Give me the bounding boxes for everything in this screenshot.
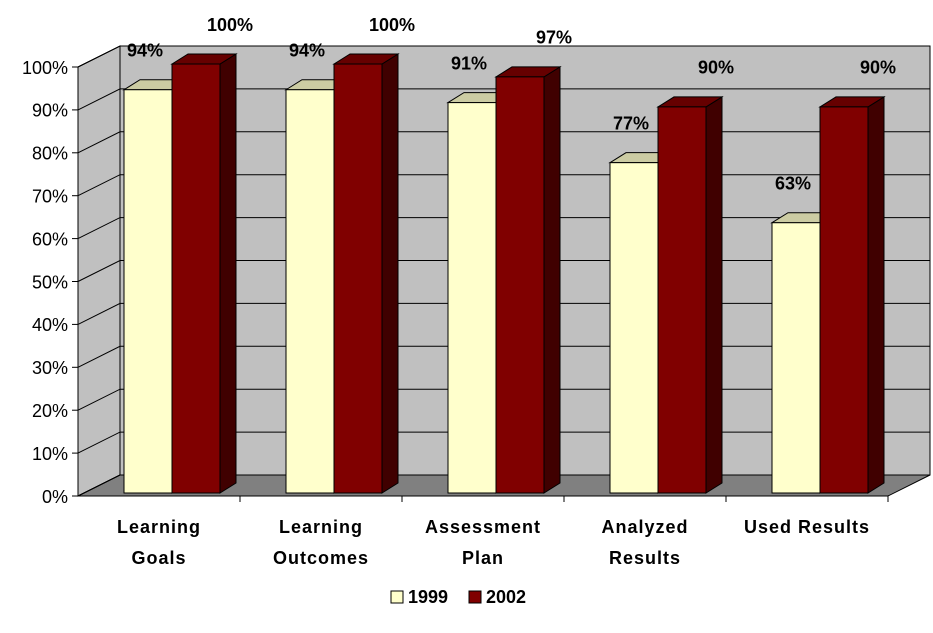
data-label: 91% (451, 53, 487, 73)
legend-label: 1999 (408, 587, 448, 607)
bar (495, 76, 545, 494)
bar-side (543, 65, 561, 494)
x-tick-label: Learning Outcomes (273, 517, 369, 568)
y-tick-label: 10% (32, 444, 68, 464)
bar (171, 63, 221, 494)
bar-side (705, 95, 723, 494)
x-tick-label: Assessment Plan (425, 517, 541, 568)
y-tick-label: 50% (32, 272, 68, 292)
bar (333, 63, 383, 494)
bar-side (867, 95, 885, 494)
bar (609, 162, 659, 494)
y-tick-label: 0% (42, 487, 68, 507)
y-tick-label: 30% (32, 358, 68, 378)
y-tick-label: 90% (32, 101, 68, 121)
legend-swatch (468, 590, 482, 604)
y-tick-label: 70% (32, 186, 68, 206)
y-tick-label: 20% (32, 401, 68, 421)
data-label: 90% (698, 58, 734, 78)
grid-line (77, 88, 930, 111)
x-tick-label: Learning Goals (117, 517, 201, 568)
data-label: 94% (127, 40, 163, 60)
bar (819, 106, 869, 494)
bar-side (219, 53, 237, 494)
data-label: 63% (775, 173, 811, 193)
data-label: 94% (289, 40, 325, 60)
x-tick-label: Used Results (744, 517, 870, 537)
data-label: 77% (613, 113, 649, 133)
grid-line (77, 45, 930, 68)
y-tick-label: 40% (32, 315, 68, 335)
data-label: 100% (207, 15, 253, 35)
data-label: 100% (369, 15, 415, 35)
bar-side (381, 53, 399, 494)
x-tick-label: Analyzed Results (601, 517, 688, 568)
legend-label: 2002 (486, 587, 526, 607)
bar (123, 89, 173, 494)
y-tick-label: 100% (22, 58, 68, 78)
legend-swatch (390, 590, 404, 604)
y-tick-label: 80% (32, 144, 68, 164)
bar (285, 89, 335, 494)
bar (657, 106, 707, 494)
bar (771, 222, 821, 494)
bar (447, 102, 497, 494)
data-label: 97% (536, 28, 572, 48)
y-tick-label: 60% (32, 229, 68, 249)
data-label: 90% (860, 58, 896, 78)
